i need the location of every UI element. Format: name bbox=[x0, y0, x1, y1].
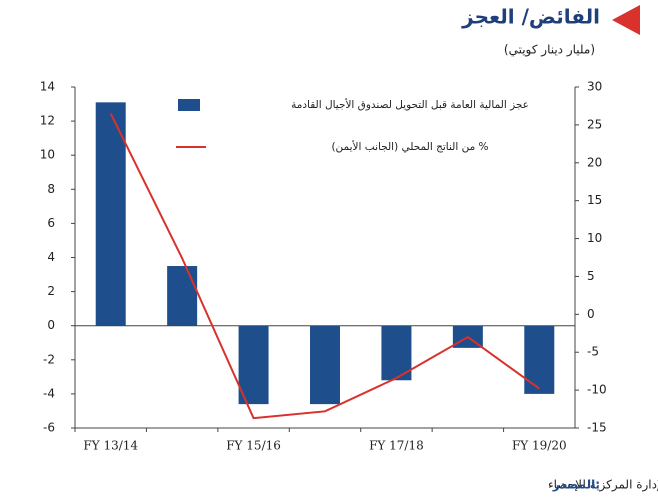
y2-tick-label: 0 bbox=[587, 307, 595, 321]
y-tick-label: 14 bbox=[40, 80, 55, 94]
legend-label: % من الناتج المحلي (الجانب الأيمن) bbox=[331, 140, 488, 153]
y2-tick-label: 30 bbox=[587, 80, 602, 94]
y2-tick-label: -15 bbox=[587, 421, 607, 435]
x-tick-label: FY 19/20 bbox=[512, 439, 567, 453]
y-tick-label: 0 bbox=[47, 318, 55, 332]
y-tick-label: 4 bbox=[47, 250, 55, 264]
y2-tick-label: 20 bbox=[587, 155, 602, 169]
y2-tick-label: 15 bbox=[587, 193, 602, 207]
x-tick-label: FY 15/16 bbox=[226, 439, 281, 453]
y2-tick-label: -10 bbox=[587, 383, 607, 397]
bar bbox=[167, 266, 198, 326]
y-tick-label: 12 bbox=[40, 114, 55, 128]
title-marker bbox=[612, 5, 640, 35]
line bbox=[109, 113, 540, 420]
bar bbox=[310, 325, 340, 405]
legend-swatch bbox=[178, 99, 200, 111]
bar bbox=[238, 325, 269, 405]
y2-tick-label: 25 bbox=[587, 117, 602, 131]
y-tick-label: -6 bbox=[43, 421, 55, 435]
x-tick-label: FY 13/14 bbox=[83, 439, 138, 453]
x-tick-label: FY 17/18 bbox=[369, 439, 424, 453]
y2-tick-label: 5 bbox=[587, 269, 595, 283]
y-tick-label: 8 bbox=[47, 182, 55, 196]
y-tick-label: 10 bbox=[40, 148, 55, 162]
source-label: المصدر: bbox=[552, 478, 600, 492]
legend-label: عجز المالية العامة قبل التحويل لصندوق ال… bbox=[291, 98, 529, 111]
source-text: وزارة المالية، الإدارة المركزية للإحصاء bbox=[548, 478, 658, 493]
y-tick-label: -2 bbox=[43, 352, 55, 366]
y-tick-label: 6 bbox=[47, 216, 55, 230]
chart-title: الفائض/ العجز bbox=[461, 5, 600, 29]
bar bbox=[95, 102, 126, 326]
y-tick-label: 2 bbox=[47, 284, 55, 298]
chart-subtitle: (مليار دينار كويتي) bbox=[504, 43, 595, 58]
y2-tick-label: -5 bbox=[587, 345, 599, 359]
y2-tick-label: 10 bbox=[587, 231, 602, 245]
y-tick-label: -4 bbox=[43, 386, 55, 400]
bar bbox=[524, 325, 555, 394]
